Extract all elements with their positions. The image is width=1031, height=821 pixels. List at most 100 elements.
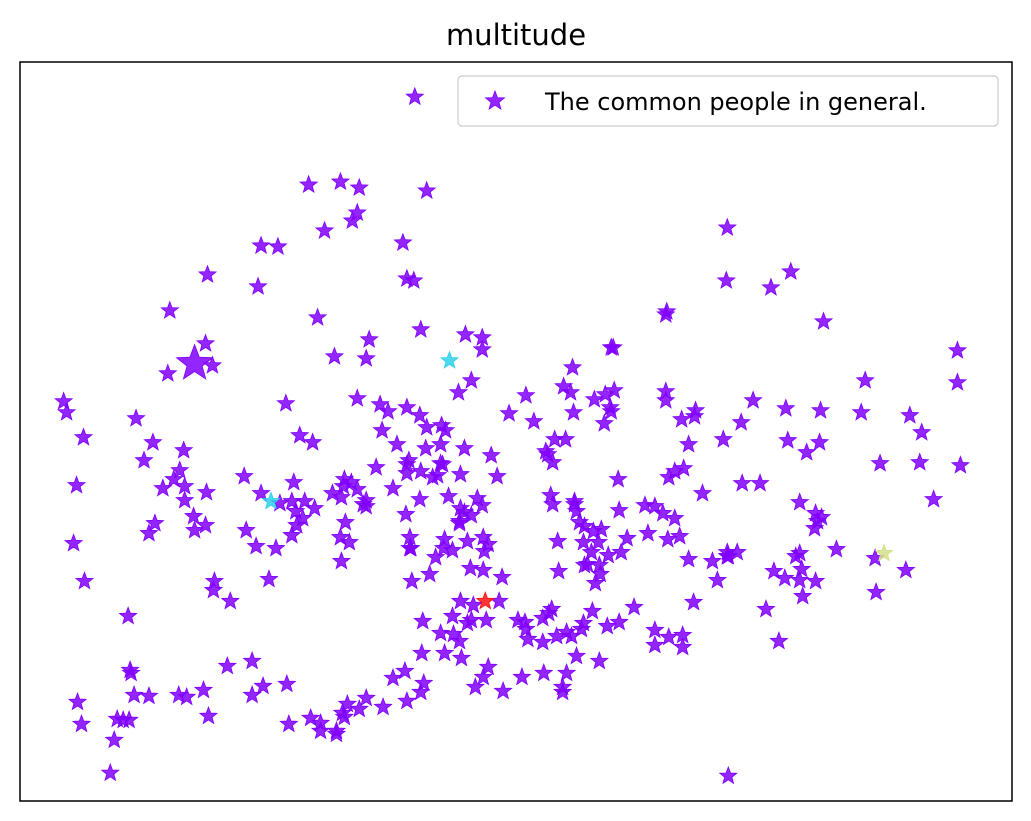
data-point [609,500,629,519]
data-point [399,450,419,469]
data-point [653,503,673,522]
highlighted-data-point [261,491,281,510]
data-point [396,504,416,523]
data-point [120,660,140,679]
data-point [826,539,847,558]
data-point [790,492,810,511]
data-point [411,319,431,338]
data-point [732,473,752,492]
data-point [536,441,556,460]
data-point [713,429,733,448]
data-point [472,339,492,358]
data-point [324,346,345,365]
data-point [684,406,705,425]
data-point [397,397,417,416]
data-point [307,307,328,326]
data-point [432,454,453,473]
data-point [518,629,538,648]
data-point [449,513,470,532]
data-point [450,464,471,483]
data-point [104,729,124,749]
data-point [589,651,609,670]
data-point [534,663,554,682]
data-point [543,452,563,471]
data-point [330,171,351,191]
data-point [284,472,304,491]
data-point [678,434,699,453]
data-point [139,523,159,542]
data-point [145,513,165,532]
legend-marker-holder [484,89,506,111]
data-point [387,434,407,453]
data-point [533,632,553,651]
data-point [236,520,256,539]
data-point [659,627,679,646]
data-point [195,333,216,352]
highlighted-data-point [874,543,894,562]
data-point [246,536,266,555]
data-point [347,202,367,222]
data-point [624,597,644,616]
data-point [372,420,392,439]
data-point [234,466,254,485]
data-point [797,442,817,461]
data-point [635,495,655,514]
data-point [410,405,430,424]
data-point [478,534,498,553]
data-point [56,402,77,421]
data-point [438,486,459,505]
data-point [282,525,302,544]
data-point [416,438,436,457]
data-point [139,685,159,705]
data-point [220,591,240,610]
data-point [573,613,594,632]
data-point [608,469,628,488]
data-point [866,582,886,601]
data-point [533,608,553,627]
data-points-layer [54,86,971,785]
data-point [410,489,430,508]
data-point [378,401,398,420]
data-point [900,405,920,424]
data-point [552,677,573,696]
data-point [516,385,536,404]
data-point [910,452,930,471]
data-point [411,682,431,701]
data-point [583,521,604,540]
data-point [279,713,299,733]
data-point [310,720,331,740]
data-point [383,478,403,497]
data-point [203,580,224,599]
data-point [71,713,92,733]
data-point [160,300,180,319]
data-point [577,554,598,573]
data-point [645,635,665,654]
data-point [417,180,437,200]
data-point [124,684,144,704]
data-point [395,661,415,680]
data-point [870,453,890,472]
data-point [183,506,204,525]
data-point [553,376,574,395]
data-point [170,460,190,479]
data-point [299,174,319,194]
data-point [743,390,763,409]
data-point [54,391,74,410]
data-point [923,489,944,508]
data-point [851,402,871,421]
data-point [461,370,482,389]
highlighted-data-point [175,343,214,380]
data-point [242,651,262,670]
data-point [617,528,637,547]
data-point [397,690,417,710]
data-point [277,674,297,693]
data-point [805,571,826,590]
data-point [333,476,354,495]
data-point [158,363,178,382]
data-point [472,495,492,514]
data-point [430,434,451,453]
data-point [412,643,432,662]
data-point [405,86,425,106]
data-point [457,613,478,632]
data-point [417,417,437,436]
